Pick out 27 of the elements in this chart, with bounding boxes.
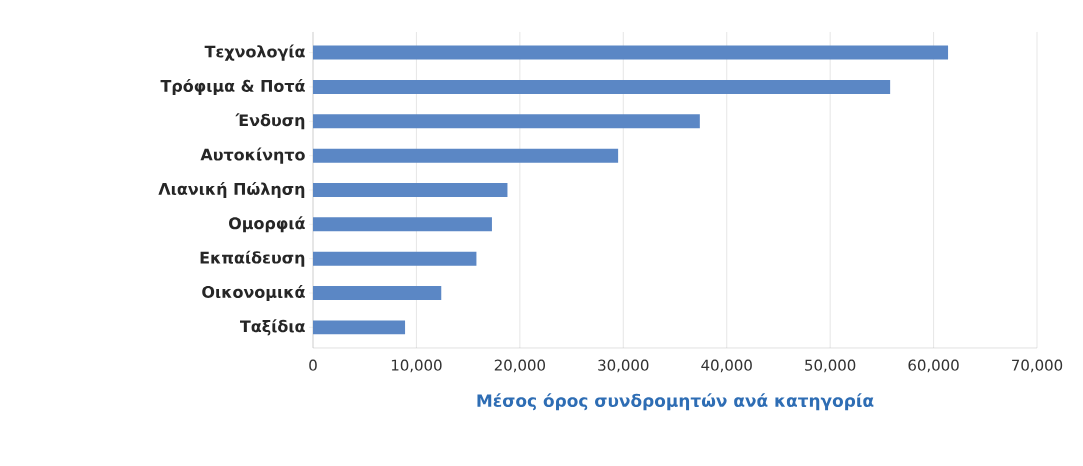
y-tick-label: Ομορφιά [229,216,305,233]
y-tick-label: Τρόφιμα & Ποτά [160,78,305,95]
x-tick-label: 10,000 [391,359,442,373]
x-tick-label: 50,000 [805,359,856,373]
y-tick-label: Ταξίδια [240,319,305,336]
x-tick-label: 70,000 [1012,359,1063,373]
y-tick-label: Λιανική Πώληση [158,181,305,199]
bar [313,320,406,335]
x-tick-label: 0 [309,359,317,371]
x-tick-label: 60,000 [908,359,959,373]
y-tick-label: Αυτοκίνητο [200,147,305,164]
bar [313,286,442,301]
bar [313,217,492,232]
y-tick-label: Εκπαίδευση [200,250,305,267]
bar [313,251,477,266]
x-tick-label: 30,000 [598,359,649,373]
y-tick-label: Ένδυση [235,113,305,130]
bar [313,79,891,94]
bar [313,148,619,163]
bar [313,45,949,60]
bar [313,114,700,129]
y-tick-label: Οικονομικά [202,284,305,302]
x-tick-label: 20,000 [494,359,546,373]
x-tick-label: 40,000 [701,359,752,373]
bar [313,182,508,197]
y-tick-label: Τεχνολογία [204,44,305,61]
x-axis-title: Μέσος όρος συνδρομητών ανά κατηγορία [477,393,874,411]
